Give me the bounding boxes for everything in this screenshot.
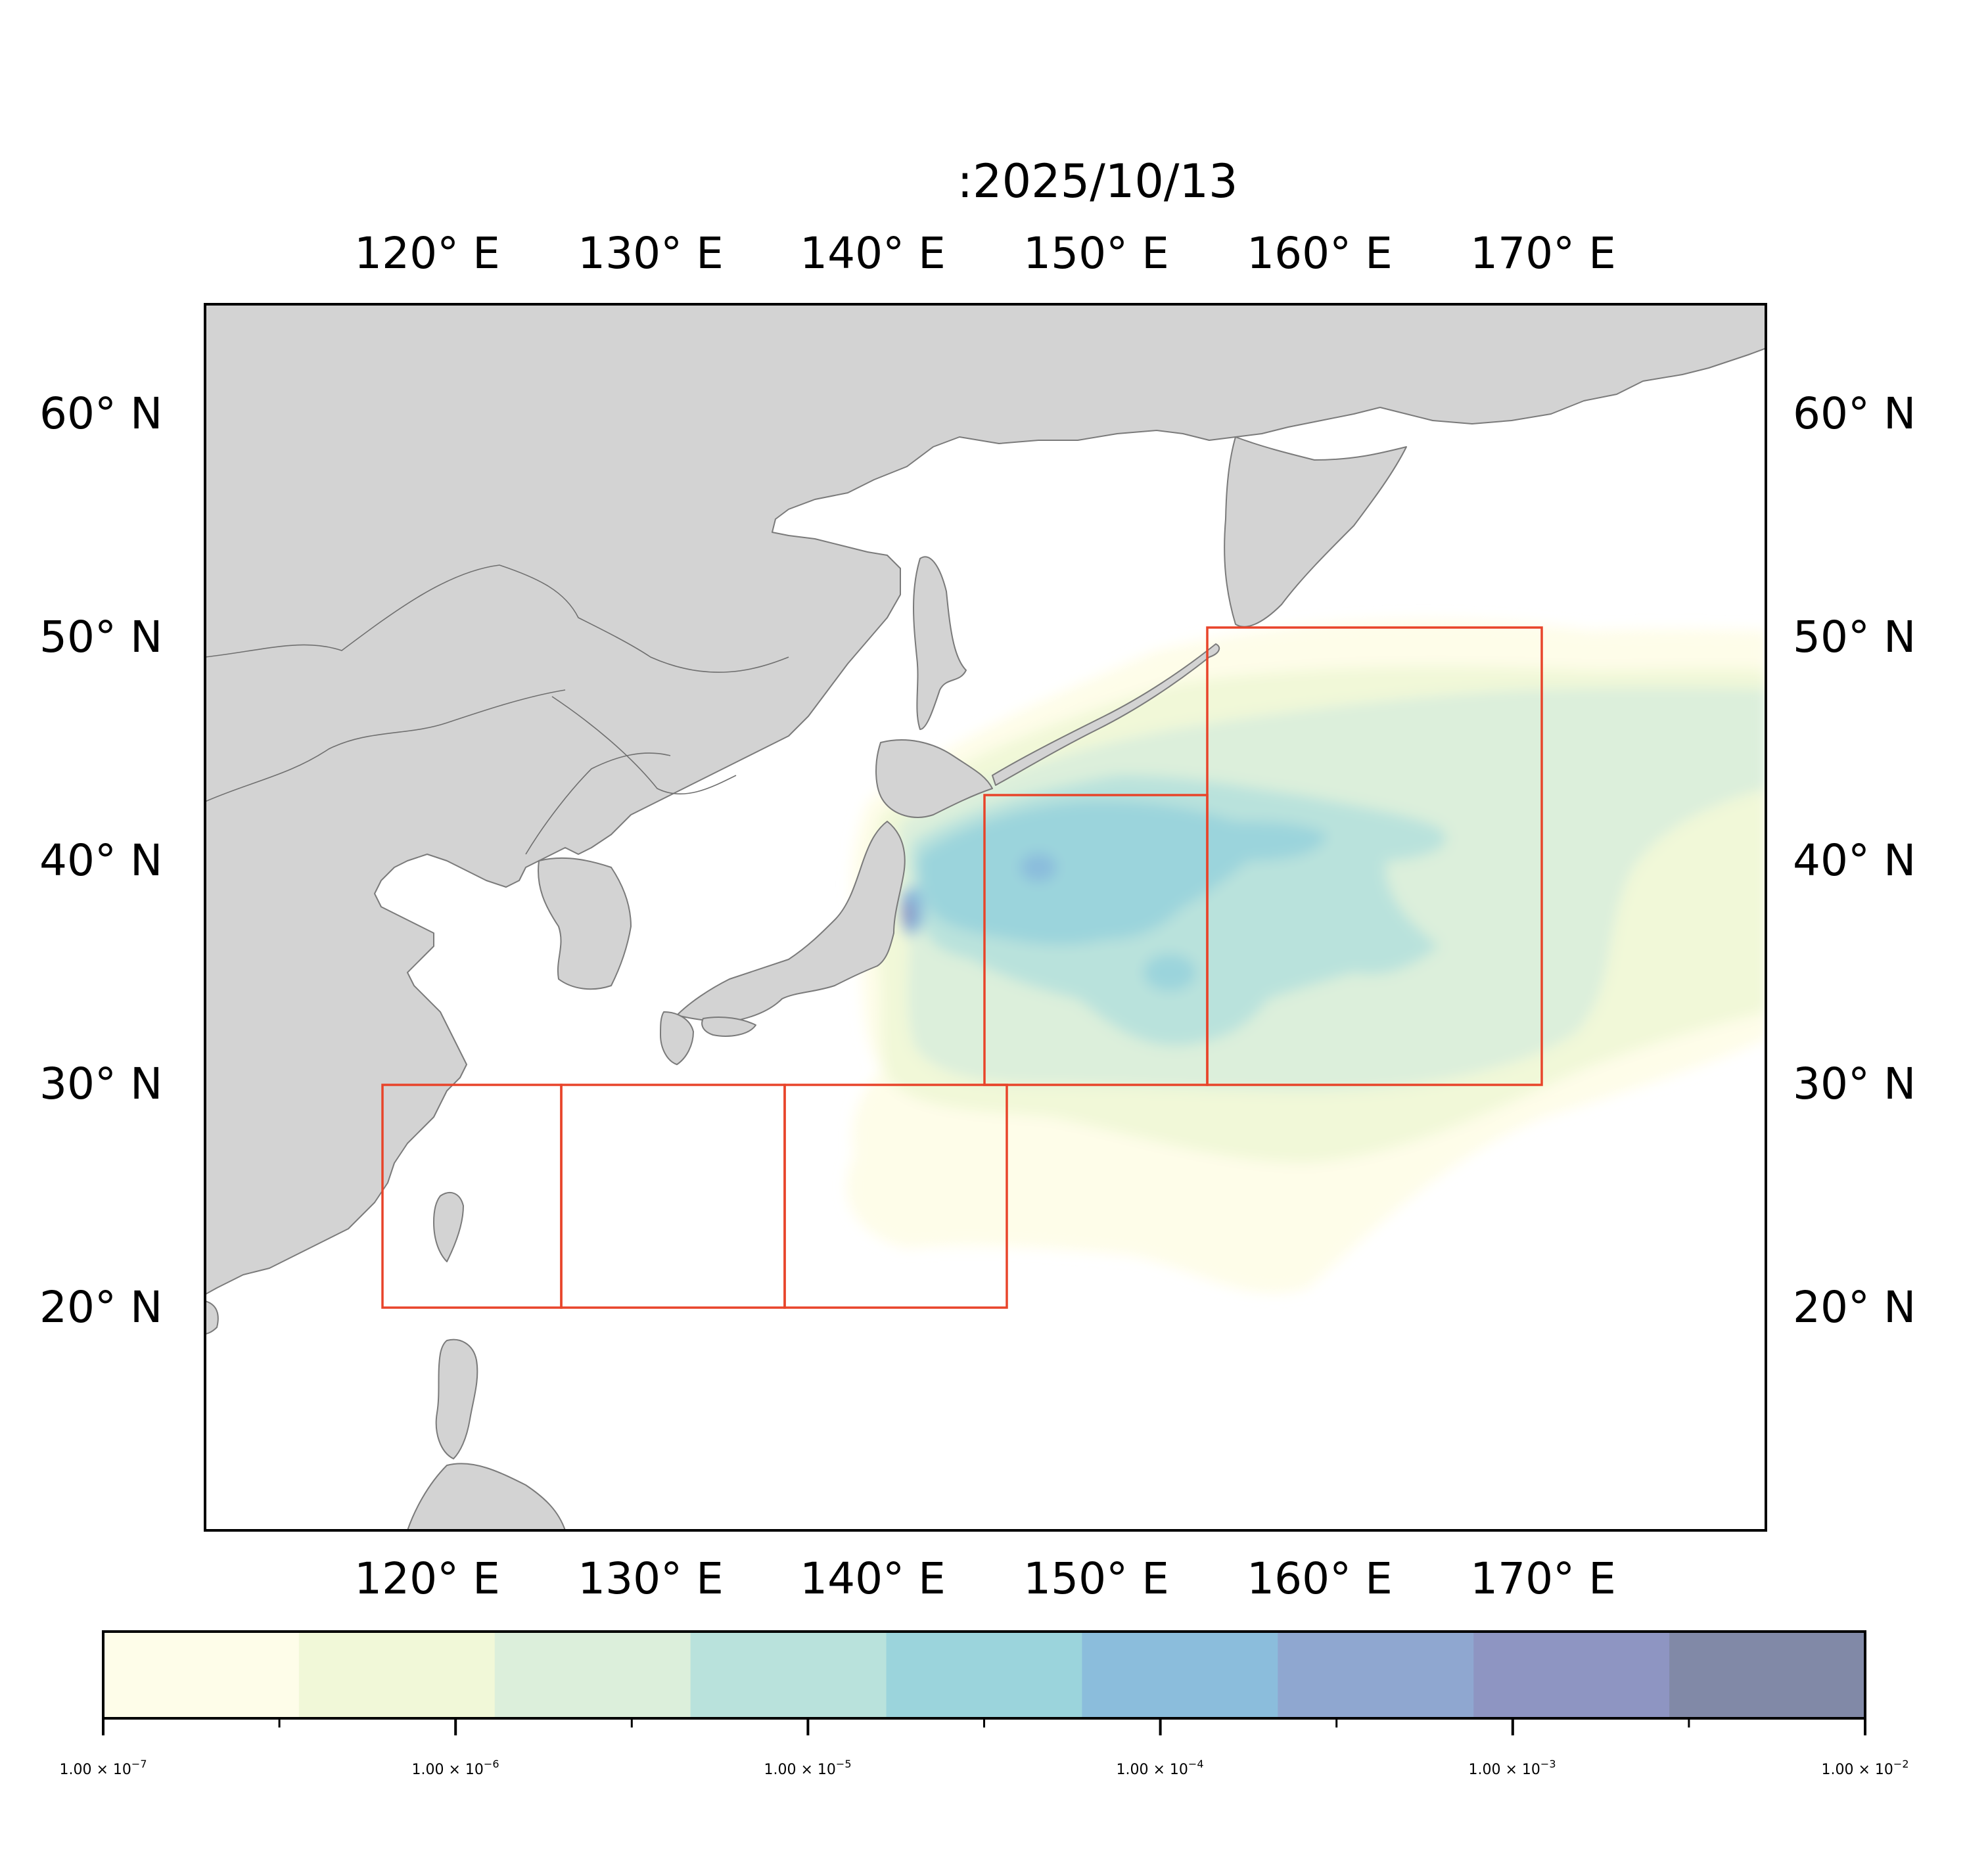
colorbar-cell [298,1632,496,1718]
right-lat-labels: 60° N 50° N 40° N 30° N 20° N [1793,388,1916,1333]
kamchatka [1224,436,1407,628]
colorbar-tick-label: 1.00 × 10−5 [764,1758,852,1778]
colorbar-tick-label: 1.00 × 10−7 [60,1758,147,1778]
top-lon-label: 160° E [1247,228,1393,279]
land [205,304,1766,1530]
korean-peninsula [538,857,632,990]
colorbar-ticks [102,1718,1866,1735]
right-lat-label: 40° N [1793,835,1916,886]
colorbar-cell [690,1632,887,1718]
kyushu [660,1011,694,1065]
country-borders [205,564,789,855]
map-title: :2025/10/13 [957,154,1237,208]
border [205,564,789,673]
colorbar-cell [1278,1632,1474,1718]
colorbar-cells [103,1632,1866,1718]
map-area [205,304,1766,1530]
colorbar-labels: 1.00 × 10−7 1.00 × 10−6 1.00 × 10−5 1.00… [60,1758,1909,1778]
colorbar: 1.00 × 10−7 1.00 × 10−6 1.00 × 10−5 1.00… [60,1630,1909,1778]
left-lat-label: 30° N [39,1059,162,1109]
border [551,696,737,794]
region-box-3 [783,1084,1008,1309]
left-lat-label: 50° N [39,612,162,662]
right-lat-label: 20° N [1793,1282,1916,1333]
philippines-south [407,1463,566,1530]
colorbar-cell [1473,1632,1670,1718]
left-lat-label: 40° N [39,835,162,886]
colorbar-cell [886,1632,1083,1718]
colorbar-cell [1669,1632,1866,1718]
sakhalin [913,556,967,730]
hokkaido [875,739,993,818]
map-frame [204,303,1767,1532]
colorbar-tick-label: 1.00 × 10−2 [1822,1758,1909,1778]
top-lon-label: 130° E [578,228,724,279]
shikoku [701,1017,756,1037]
right-lat-label: 50° N [1793,612,1916,662]
top-lon-label: 150° E [1023,228,1169,279]
taiwan [433,1192,464,1262]
border [525,752,671,855]
contour-level-8 [902,906,912,923]
luzon [435,1338,478,1459]
top-lon-label: 170° E [1470,228,1616,279]
region-box-5 [1206,626,1543,1086]
colorbar-cell [103,1632,300,1718]
bottom-lon-label: 130° E [578,1553,724,1604]
asia-mainland [205,304,1766,1295]
bottom-lon-label: 170° E [1470,1553,1616,1604]
kuril-chain [992,643,1220,786]
contour-level-6 [1020,853,1057,882]
bottom-lon-label: 150° E [1023,1553,1169,1604]
right-lat-label: 60° N [1793,388,1916,439]
top-lon-labels: 120° E 130° E 140° E 150° E 160° E 170° … [354,228,1616,279]
colorbar-cell [1082,1632,1278,1718]
bottom-lon-label: 120° E [354,1553,500,1604]
left-lat-labels: 60° N 50° N 40° N 30° N 20° N [39,388,162,1333]
top-lon-label: 120° E [354,228,500,279]
bottom-lon-labels: 120° E 130° E 140° E 150° E 160° E 170° … [354,1553,1616,1604]
colorbar-tick-label: 1.00 × 10−4 [1117,1758,1204,1778]
region-boxes [381,626,1543,1309]
contour-level-5 [919,801,1328,945]
colorbar-tick-label: 1.00 × 10−3 [1469,1758,1556,1778]
colorbar-cell [494,1632,691,1718]
left-lat-label: 60° N [39,388,162,439]
border [205,689,566,802]
contour-level-5 [1144,954,1196,991]
bottom-lon-label: 140° E [800,1553,946,1604]
colorbar-tick-label: 1.00 × 10−6 [412,1758,499,1778]
left-lat-label: 20° N [39,1282,162,1333]
bottom-lon-label: 160° E [1247,1553,1393,1604]
right-lat-label: 30° N [1793,1059,1916,1109]
top-lon-label: 140° E [800,228,946,279]
